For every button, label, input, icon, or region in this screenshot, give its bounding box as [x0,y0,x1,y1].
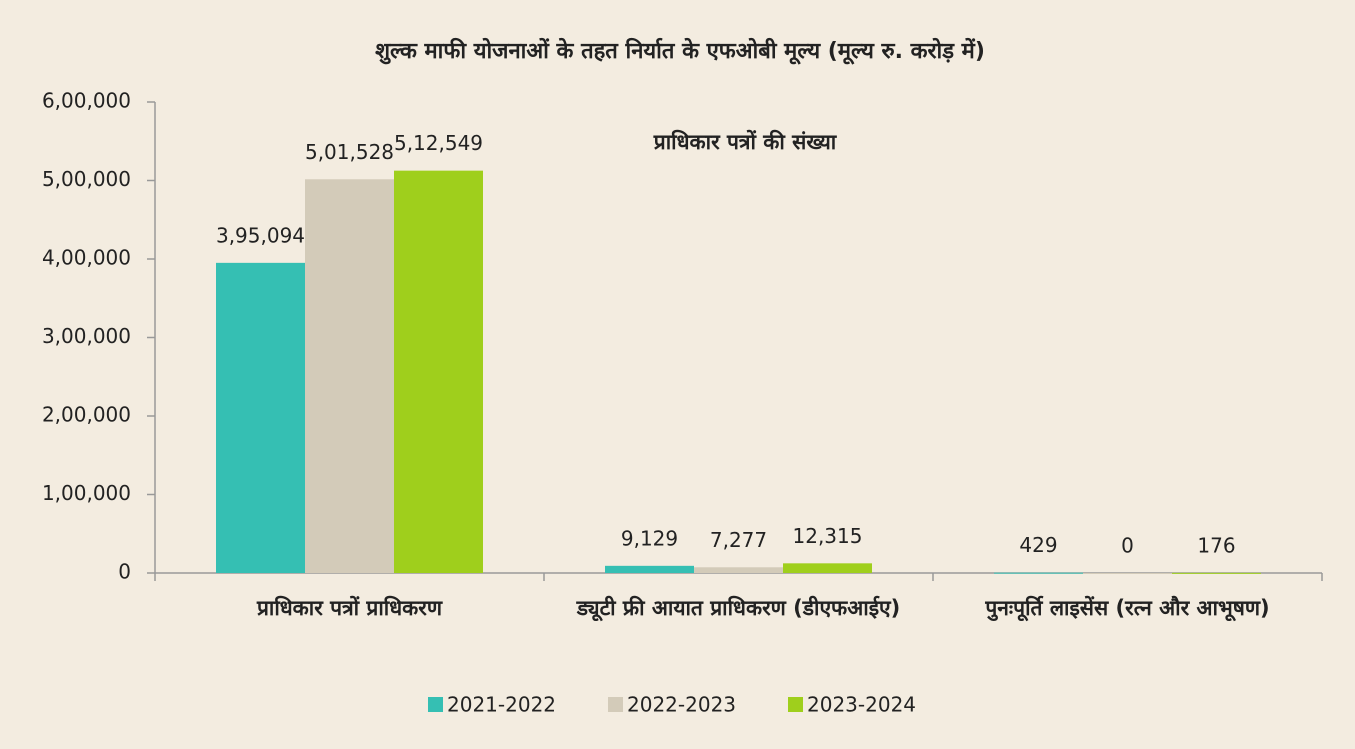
legend-swatch [788,697,803,712]
legend-label: 2021-2022 [447,693,556,717]
bar [605,565,694,573]
y-tick-label: 3,00,000 [42,324,131,348]
legend-label: 2023-2024 [807,693,916,717]
value-label: 9,129 [621,526,678,550]
bar [783,563,872,573]
value-label: 3,95,094 [216,223,305,247]
value-label: 176 [1197,533,1235,557]
legend-label: 2022-2023 [627,693,736,717]
value-label: 0 [1121,534,1134,558]
legend-swatch [608,697,623,712]
y-tick-label: 0 [118,560,131,584]
chart-title: शुल्क माफी योजनाओं के तहत निर्यात के एफओ… [375,37,985,65]
y-tick-label: 4,00,000 [42,246,131,270]
x-tick-label: प्राधिकार पत्रों प्राधिकरण [256,596,443,620]
x-tick-label: पुनःपूर्ति लाइसेंस (रत्न और आभूषण) [985,596,1270,620]
value-label: 12,315 [793,524,863,548]
y-tick-label: 2,00,000 [42,403,131,427]
bar [305,179,394,573]
bar [1172,572,1261,574]
y-tick-label: 6,00,000 [42,89,131,113]
bar [394,170,483,573]
bar [994,572,1083,574]
bar [694,567,783,573]
value-label: 7,277 [710,528,767,552]
x-tick-label: ड्यूटी फ्री आयात प्राधिकरण (डीएफआईए) [576,596,901,620]
bar [216,262,305,573]
legend-swatch [428,697,443,712]
value-label: 5,12,549 [394,131,483,155]
y-tick-label: 1,00,000 [42,481,131,505]
value-label: 429 [1019,533,1057,557]
bar [1083,573,1172,574]
value-label: 5,01,528 [305,140,394,164]
annotation: प्राधिकार पत्रों की संख्या [653,129,838,154]
y-tick-label: 5,00,000 [42,167,131,191]
